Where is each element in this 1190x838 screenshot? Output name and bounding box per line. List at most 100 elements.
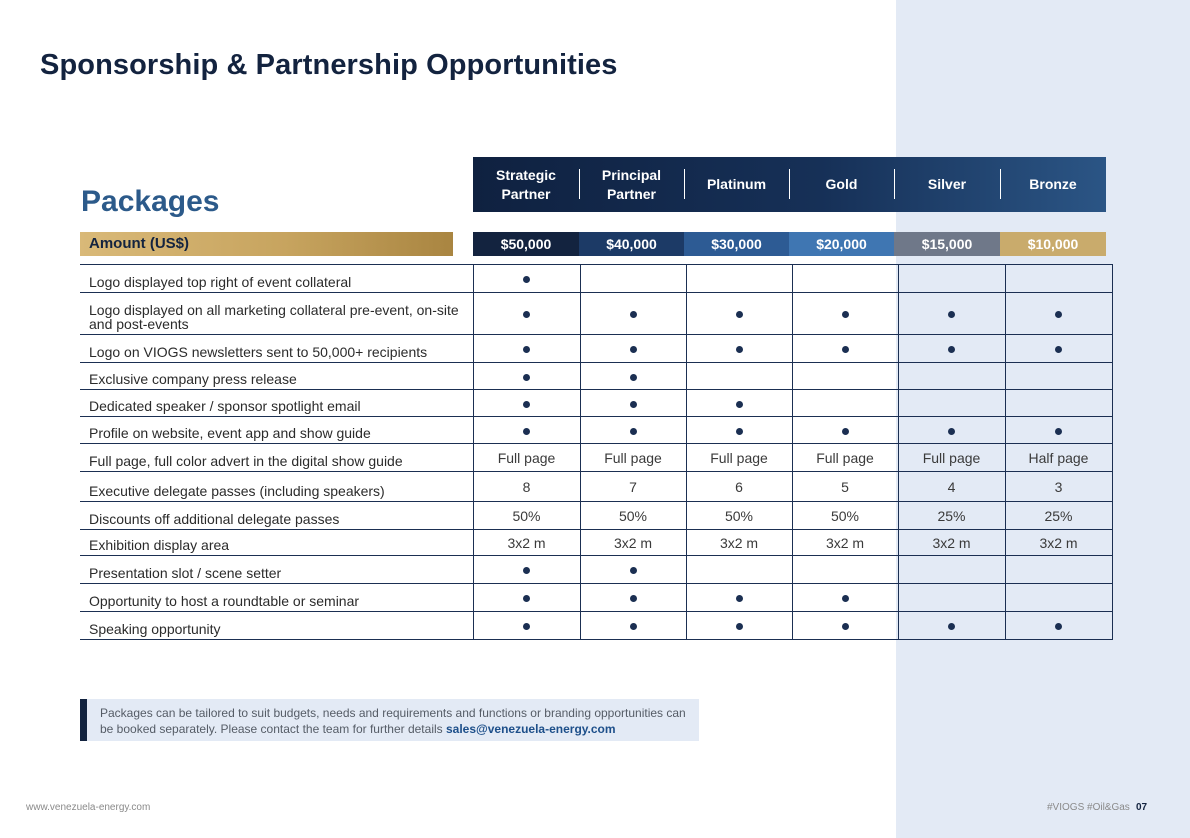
included-cell: [579, 583, 687, 612]
included-cell: [579, 334, 687, 363]
included-dot-icon: [735, 311, 743, 319]
included-dot-icon: [735, 346, 743, 354]
included-dot-icon: [629, 567, 637, 575]
benefit-value: [791, 362, 899, 390]
benefit-value: 8: [472, 471, 581, 502]
benefit-value: 6: [685, 471, 793, 502]
package-name-line: Platinum: [706, 176, 767, 192]
table-row: Opportunity to host a roundtable or semi…: [80, 583, 1113, 612]
contact-email-link[interactable]: sales@venezuela-energy.com: [446, 722, 616, 736]
table-row: Dedicated speaker / sponsor spotlight em…: [80, 389, 1113, 417]
included-dot-icon: [948, 346, 955, 354]
package-header-0: Strategic Partner: [473, 157, 579, 212]
included-dot-icon: [948, 311, 955, 319]
included-cell: [472, 555, 581, 584]
benefit-value: [1004, 264, 1113, 293]
table-row: Exclusive company press release: [80, 362, 1113, 390]
included-cell: [579, 362, 687, 390]
benefit-value: [897, 362, 1006, 390]
footer-website[interactable]: www.venezuela-energy.com: [26, 802, 151, 813]
header-divider: [894, 169, 895, 199]
table-row: Exhibition display area 3x2 m 3x2 m 3x2 m 3x…: [80, 529, 1113, 556]
included-cell: [685, 292, 793, 335]
benefit-value: [791, 389, 899, 417]
header-divider: [1000, 169, 1001, 199]
benefit-value: 3x2 m: [685, 529, 793, 556]
included-dot-icon: [1055, 427, 1062, 435]
benefit-label: Logo displayed on all marketing collater…: [80, 292, 473, 335]
benefit-label: Exclusive company press release: [80, 362, 473, 390]
included-cell: [579, 611, 687, 640]
benefit-value: 5: [791, 471, 899, 502]
included-dot-icon: [735, 427, 743, 435]
benefit-label: Discounts off additional delegate passes: [80, 501, 473, 530]
table-row: Executive delegate passes (including spe…: [80, 471, 1113, 502]
benefit-value: 7: [579, 471, 687, 502]
benefit-label: Dedicated speaker / sponsor spotlight em…: [80, 389, 473, 417]
included-cell: [897, 611, 1006, 640]
included-dot-icon: [948, 623, 955, 631]
note-accent-bar: [80, 699, 87, 741]
benefit-value: [1004, 583, 1113, 612]
benefit-value: [1004, 362, 1113, 390]
benefit-value: [579, 264, 687, 293]
note-body: Packages can be tailored to suit budgets…: [100, 706, 686, 736]
included-cell: [685, 583, 793, 612]
included-dot-icon: [629, 311, 637, 319]
header-divider: [789, 169, 790, 199]
package-price: $50,000: [473, 232, 579, 256]
included-dot-icon: [841, 311, 849, 319]
included-dot-icon: [523, 595, 530, 603]
benefit-value: 50%: [472, 501, 581, 530]
table-row: Presentation slot / scene setter: [80, 555, 1113, 584]
benefit-value: Full page: [897, 443, 1006, 472]
benefit-value: 3x2 m: [1004, 529, 1113, 556]
included-cell: [1004, 416, 1113, 444]
included-cell: [472, 334, 581, 363]
included-cell: [685, 611, 793, 640]
package-price: $20,000: [789, 232, 894, 256]
included-dot-icon: [948, 427, 955, 435]
included-cell: [685, 416, 793, 444]
included-cell: [579, 416, 687, 444]
included-cell: [472, 264, 581, 293]
included-cell: [791, 583, 899, 612]
package-price: $40,000: [579, 232, 684, 256]
included-cell: [685, 389, 793, 417]
included-cell: [472, 389, 581, 417]
included-dot-icon: [523, 276, 530, 284]
included-cell: [472, 583, 581, 612]
benefit-value: 3x2 m: [897, 529, 1006, 556]
included-cell: [472, 611, 581, 640]
benefit-value: Full page: [791, 443, 899, 472]
included-dot-icon: [629, 623, 637, 631]
package-name-line: Gold: [825, 176, 858, 192]
benefit-value: Full page: [685, 443, 793, 472]
benefit-value: [1004, 555, 1113, 584]
benefit-value: [791, 264, 899, 293]
benefits-table: Logo displayed top right of event collat…: [80, 264, 1113, 640]
benefit-value: [1004, 389, 1113, 417]
benefit-value: 4: [897, 471, 1006, 502]
package-price: $15,000: [894, 232, 1000, 256]
benefit-value: 25%: [897, 501, 1006, 530]
benefit-value: 3x2 m: [472, 529, 581, 556]
included-cell: [1004, 611, 1113, 640]
included-dot-icon: [523, 373, 530, 381]
contact-note: Packages can be tailored to suit budgets…: [80, 699, 699, 741]
benefit-value: [791, 555, 899, 584]
included-dot-icon: [1055, 623, 1062, 631]
included-dot-icon: [735, 623, 743, 631]
benefit-value: Half page: [1004, 443, 1113, 472]
benefit-value: 50%: [685, 501, 793, 530]
benefit-label: Opportunity to host a roundtable or semi…: [80, 583, 473, 612]
included-dot-icon: [523, 567, 530, 575]
included-cell: [791, 292, 899, 335]
included-dot-icon: [629, 400, 637, 408]
included-dot-icon: [1055, 311, 1062, 319]
included-dot-icon: [841, 595, 849, 603]
included-cell: [791, 416, 899, 444]
included-cell: [472, 362, 581, 390]
package-name-line: Partner: [606, 185, 656, 202]
benefit-label: Logo displayed top right of event collat…: [80, 264, 473, 293]
